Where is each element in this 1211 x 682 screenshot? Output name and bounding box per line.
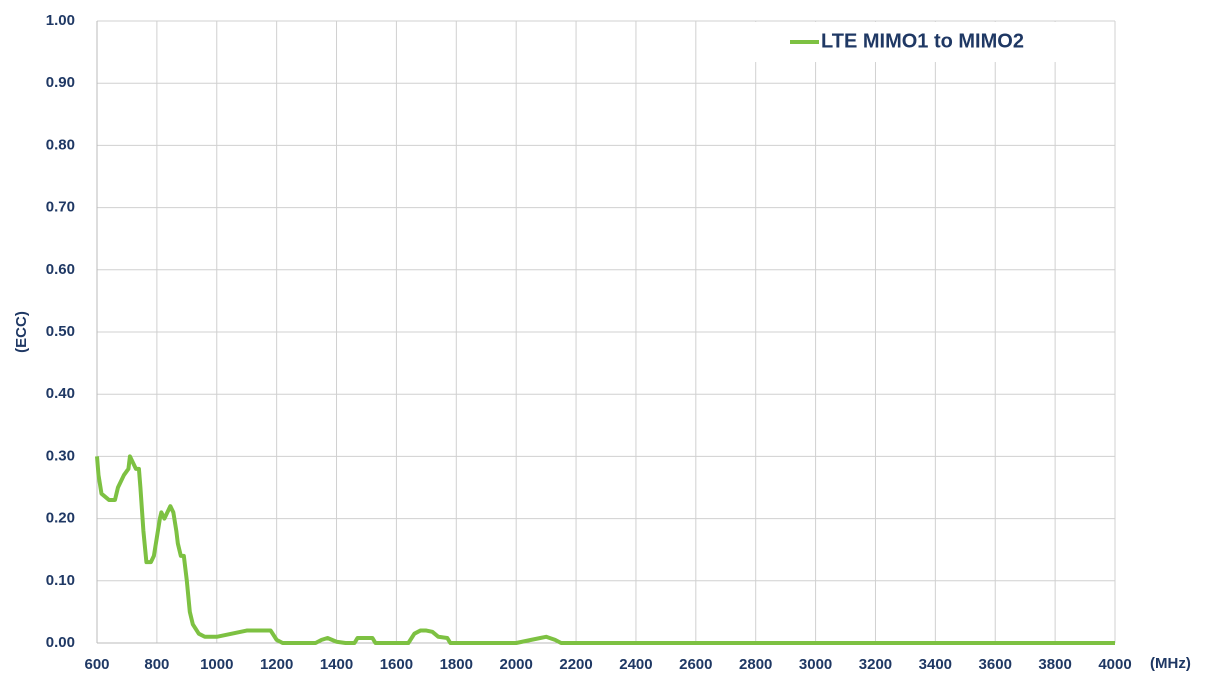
x-tick-label: 1400: [320, 656, 353, 673]
x-axis-label: (MHz): [1150, 655, 1191, 672]
x-tick-label: 1800: [440, 656, 473, 673]
x-tick-label: 3800: [1038, 656, 1071, 673]
x-tick-label: 3000: [799, 656, 832, 673]
x-tick-label: 2200: [559, 656, 592, 673]
legend-label: LTE MIMO1 to MIMO2: [821, 30, 1024, 52]
x-tick-label: 600: [84, 656, 109, 673]
x-tick-label: 2600: [679, 656, 712, 673]
x-tick-label: 2400: [619, 656, 652, 673]
x-tick-label: 800: [144, 656, 169, 673]
y-tick-label: 0.00: [46, 634, 75, 651]
x-tick-label: 1200: [260, 656, 293, 673]
y-tick-label: 0.50: [46, 323, 75, 340]
y-tick-label: 0.70: [46, 199, 75, 216]
y-tick-label: 0.90: [46, 74, 75, 91]
y-axis-label: (ECC): [13, 311, 30, 353]
x-tick-label: 2800: [739, 656, 772, 673]
x-tick-label: 2000: [499, 656, 532, 673]
y-tick-label: 0.20: [46, 510, 75, 527]
x-tick-label: 1600: [380, 656, 413, 673]
x-tick-label: 4000: [1098, 656, 1131, 673]
y-tick-label: 1.00: [46, 12, 75, 29]
x-tick-label: 3200: [859, 656, 892, 673]
y-tick-label: 0.60: [46, 261, 75, 278]
y-tick-label: 0.80: [46, 136, 75, 153]
x-tick-label: 3600: [979, 656, 1012, 673]
data-line: [95, 454, 1115, 645]
y-tick-label: 0.30: [46, 447, 75, 464]
x-tick-label: 1000: [200, 656, 233, 673]
y-tick-label: 0.40: [46, 385, 75, 402]
y-tick-label: 0.10: [46, 572, 75, 589]
x-tick-label: 3400: [919, 656, 952, 673]
